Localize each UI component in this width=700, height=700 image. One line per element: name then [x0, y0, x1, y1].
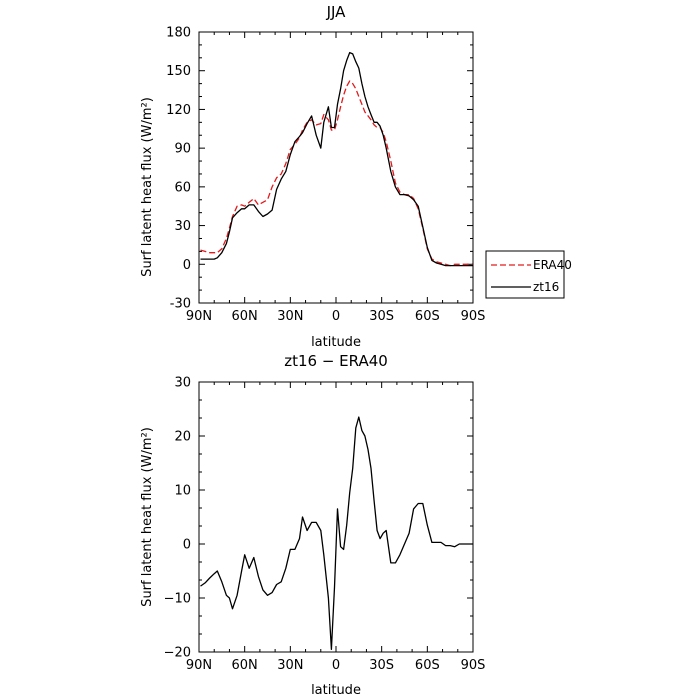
panel-bottom-frame [198, 381, 474, 653]
panel-bottom-ytick-label: 20 [174, 430, 191, 445]
panel-bottom-ytick-label: 0 [183, 538, 191, 553]
legend-box [485, 250, 565, 299]
panel-bottom-xtick-label: 60S [415, 658, 440, 673]
panel-bottom-ytick-label: 30 [174, 376, 191, 391]
panel-top-ytick-label: 60 [174, 180, 191, 195]
legend-label-zt16: zt16 [533, 280, 559, 294]
panel-top-ytick-label: 150 [166, 64, 191, 79]
panel-bottom-xtick-label: 0 [332, 658, 340, 673]
panel-bottom-xtick-label: 90N [186, 658, 212, 673]
panel-bottom-xtick-label: 90S [461, 658, 486, 673]
panel-bottom-ylabel: Surf latent heat flux (W/m²) [140, 427, 155, 607]
panel-top-series-line-zt16 [200, 51, 473, 267]
panel-bottom-xlabel: latitude [311, 683, 361, 698]
panel-top-ytick-label: 30 [174, 219, 191, 234]
panel-top-plot-area [200, 51, 473, 267]
panel-bottom-ytick-label: −20 [164, 646, 191, 661]
panel-top-ticks: 90N 60N 30N 0 30S 60S 90S -30 0 30 60 90 120 150 180 [166, 26, 485, 325]
panel-bottom-plot-area [200, 416, 473, 650]
panel-bottom-title: zt16 − ERA40 [284, 352, 388, 370]
legend: ERA40 zt16 [485, 250, 572, 299]
panel-top-xlabel: latitude [311, 335, 361, 350]
panel-top-xtick-label: 0 [332, 309, 340, 324]
panel-bottom-ytick-label: −10 [164, 592, 191, 607]
panel-bottom-ytick-label: 10 [174, 484, 191, 499]
panel-bottom-xtick-label: 30N [277, 658, 303, 673]
panel-top-xtick-label: 90N [186, 309, 212, 324]
panel-top-xtick-label: 30S [369, 309, 394, 324]
panel-top-xtick-label: 30N [277, 309, 303, 324]
panel-bottom-xtick-label: 60N [232, 658, 258, 673]
panel-bottom-xtick-label: 30S [369, 658, 394, 673]
panel-top-ytick-label: 90 [174, 142, 191, 157]
panel-top: JJA Surf latent heat flux (W/m²) latitud… [140, 3, 485, 350]
panel-top-ytick-label: 120 [166, 103, 191, 118]
panel-top-xtick-label: 60N [232, 309, 258, 324]
panel-top-xtick-label: 90S [461, 309, 486, 324]
panel-top-ytick-label: 180 [166, 26, 191, 41]
panel-bottom-series-line-diff [200, 416, 473, 650]
legend-label-era40: ERA40 [533, 258, 572, 272]
panel-bottom: zt16 − ERA40 Surf latent heat flux (W/m²… [140, 352, 485, 698]
panel-top-ytick-label: 0 [183, 258, 191, 273]
panel-top-ytick-label: -30 [170, 297, 191, 312]
panel-top-xtick-label: 60S [415, 309, 440, 324]
panel-bottom-ticks: 90N 60N 30N 0 30S 60S 90S −20 −10 0 10 20 30 [164, 376, 486, 674]
panel-top-title: JJA [326, 3, 347, 21]
panel-top-ylabel: Surf latent heat flux (W/m²) [140, 97, 155, 277]
panel-top-frame [198, 31, 474, 304]
